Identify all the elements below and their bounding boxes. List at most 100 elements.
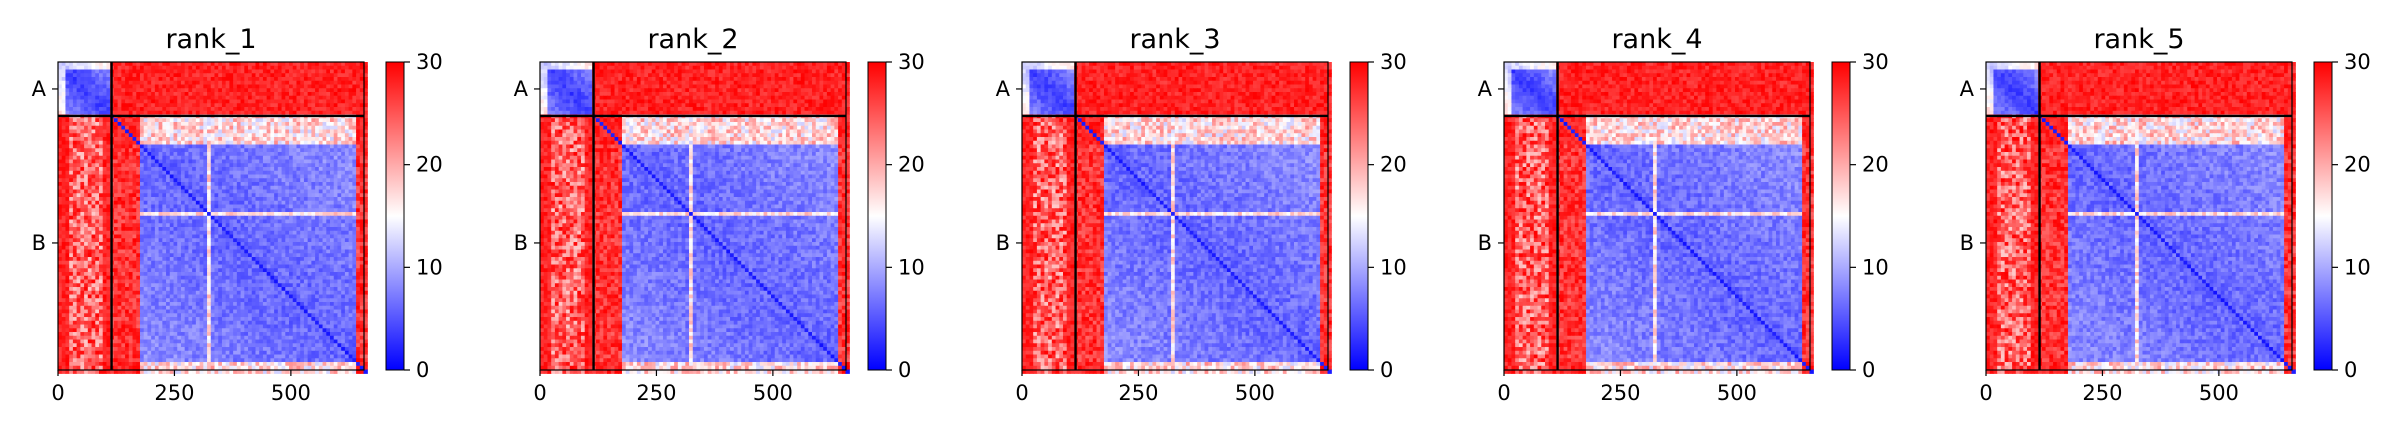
pae-cell — [117, 122, 122, 127]
pae-cell — [128, 103, 134, 108]
pae-cell — [95, 118, 100, 123]
pae-cell — [244, 193, 249, 198]
pae-cell — [203, 159, 208, 164]
pae-cell — [199, 279, 204, 284]
pae-cell — [352, 279, 357, 284]
pae-cell — [207, 260, 212, 266]
pae-cell — [166, 197, 171, 202]
pae-cell — [363, 283, 368, 288]
pae-cell — [333, 140, 339, 146]
pae-cell — [262, 178, 268, 183]
pae-cell — [87, 69, 93, 74]
pae-cell — [102, 110, 108, 116]
pae-cell — [289, 212, 294, 217]
pae-cell — [80, 92, 85, 97]
pae-cell — [281, 204, 286, 209]
pae-cell — [318, 260, 324, 266]
pae-cell — [244, 103, 249, 108]
pae-cell — [248, 204, 253, 209]
pae-cell — [296, 178, 301, 183]
pae-cell — [132, 253, 137, 258]
pae-cell — [76, 249, 81, 254]
pae-cell — [352, 238, 357, 243]
pae-cell — [188, 103, 193, 108]
pae-cell — [106, 279, 111, 284]
pae-cell — [173, 193, 178, 198]
pae-cell — [128, 234, 134, 239]
pae-cell — [87, 234, 93, 239]
pae-cell — [341, 107, 346, 112]
pae-cell — [352, 73, 357, 78]
pae-cell — [162, 174, 167, 179]
pae-cell — [166, 77, 171, 82]
pae-cell — [84, 129, 89, 134]
pae-cell — [248, 62, 253, 67]
pae-cell — [151, 110, 156, 116]
pae-cell — [184, 163, 190, 168]
pae-cell — [125, 204, 130, 209]
pae-cell — [192, 245, 197, 251]
pae-cell — [322, 167, 327, 172]
pae-cell — [244, 84, 249, 89]
pae-cell — [229, 238, 234, 243]
pae-cell — [330, 122, 335, 127]
pae-cell — [65, 88, 70, 93]
pae-cell — [98, 283, 104, 288]
pae-cell — [315, 122, 320, 127]
pae-cell — [333, 245, 339, 251]
pae-cell — [333, 159, 339, 164]
pae-cell — [333, 125, 339, 131]
pae-cell — [72, 189, 78, 194]
pae-cell — [259, 118, 264, 123]
pae-cell — [151, 275, 156, 281]
pae-cell — [154, 275, 160, 281]
pae-cell — [289, 257, 294, 262]
pae-cell — [341, 92, 346, 97]
pae-cell — [180, 84, 186, 89]
pae-cell — [289, 223, 294, 228]
pae-cell — [91, 140, 96, 146]
pae-cell — [259, 227, 264, 232]
pae-cell — [307, 125, 312, 131]
pae-cell — [166, 208, 171, 213]
pae-cell — [221, 208, 227, 213]
pae-cell — [333, 197, 339, 202]
pae-cell — [58, 287, 63, 292]
pae-cell — [296, 264, 301, 269]
pae-cell — [72, 257, 78, 262]
pae-cell — [259, 208, 264, 213]
pae-cell — [136, 88, 141, 93]
pae-cell — [322, 212, 327, 217]
pae-cell — [233, 234, 238, 239]
pae-cell — [151, 129, 156, 134]
pae-cell — [221, 77, 227, 82]
pae-cell — [76, 268, 81, 273]
pae-cell — [87, 167, 93, 172]
pae-cell — [348, 110, 353, 116]
pae-cell — [244, 133, 249, 138]
pae-cell — [117, 133, 122, 138]
pae-cell — [248, 260, 253, 266]
pae-cell — [87, 275, 93, 281]
pae-cell — [311, 129, 316, 134]
pae-cell — [199, 167, 204, 172]
pae-cell — [341, 95, 346, 101]
pae-cell — [333, 122, 339, 127]
pae-cell — [315, 178, 320, 183]
pae-cell — [330, 204, 335, 209]
pae-cell — [322, 110, 327, 116]
pae-cell — [274, 238, 279, 243]
pae-cell — [363, 197, 368, 202]
pae-cell — [162, 253, 167, 258]
pae-cell — [270, 242, 275, 247]
pae-cell — [128, 163, 134, 168]
pae-cell — [262, 125, 268, 131]
pae-cell — [169, 144, 175, 149]
pae-cell — [143, 73, 149, 78]
pae-cell — [173, 110, 178, 116]
pae-cell — [65, 197, 70, 202]
pae-cell — [158, 268, 163, 273]
pae-cell — [274, 242, 279, 247]
pae-cell — [80, 185, 85, 191]
pae-cell — [322, 88, 327, 93]
